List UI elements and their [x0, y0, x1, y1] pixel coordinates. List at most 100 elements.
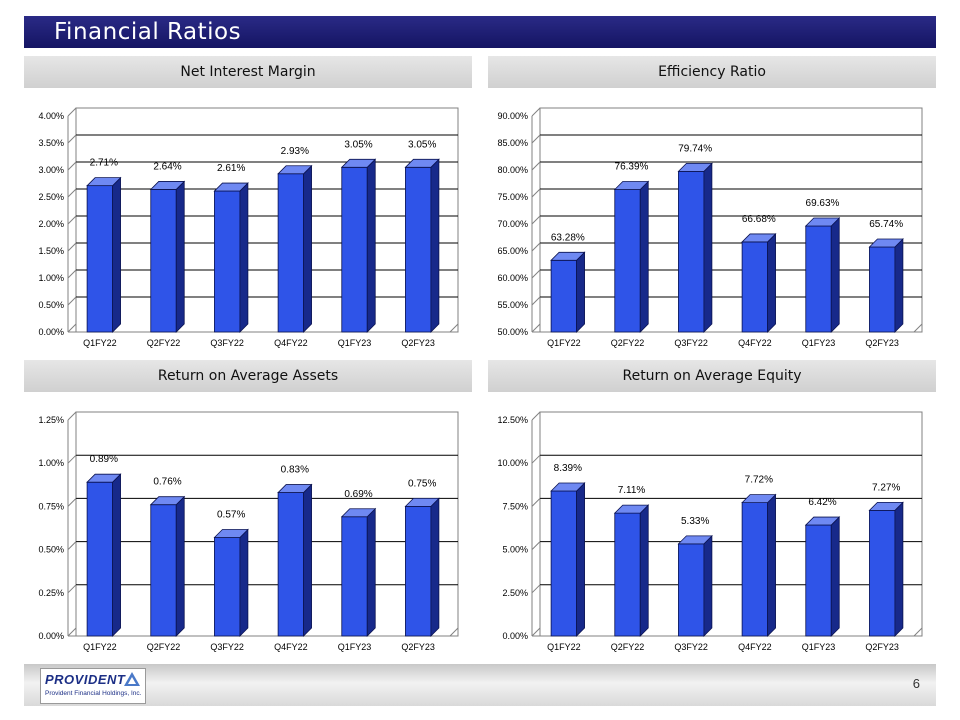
bar-side: [303, 483, 312, 637]
bar-side: [703, 534, 713, 637]
data-label: 8.39%: [554, 463, 582, 474]
bar-top: [277, 165, 313, 175]
return-on-average-assets-chart: 0.00% 0.25% 0.50% 0.75% 1.00% 1.25% 0.89% Q1FY2…: [24, 400, 472, 660]
data-label: 76.39%: [615, 161, 649, 172]
data-label: 69.63%: [806, 198, 840, 209]
x-tick-label: Q2FY22: [147, 642, 181, 652]
return-on-average-equity-chart: 0.00% 2.50% 5.00% 7.50% 10.00% 12.50% 8.39% Q1F…: [488, 400, 936, 660]
y-tick-label: 65.00%: [497, 246, 528, 256]
net-interest-margin-chart: 0.00% 0.50% 1.00% 1.50% 2.00% 2.50% 3.00% 3.50%…: [24, 96, 472, 356]
chart-header-efficiency-ratio: Efficiency Ratio: [488, 56, 936, 88]
x-tick-label: Q1FY22: [83, 338, 117, 348]
y-tick-label: 80.00%: [497, 165, 528, 175]
bar-front: [678, 543, 705, 637]
data-label: 66.68%: [742, 214, 776, 225]
bar-front: [805, 225, 832, 333]
data-label: 2.64%: [153, 161, 181, 172]
bar-front: [869, 509, 896, 637]
y-tick-label: 12.50%: [497, 415, 528, 425]
data-label: 0.83%: [281, 465, 309, 476]
bar-side: [767, 232, 776, 333]
y-tick-label: 2.00%: [38, 219, 64, 229]
bar-q1fy23: [804, 217, 841, 333]
y-tick-label: 60.00%: [497, 273, 528, 283]
x-tick-label: Q4FY22: [274, 642, 308, 652]
chart-header-return-on-average-assets: Return on Average Assets: [24, 360, 472, 392]
data-label: 0.76%: [153, 477, 181, 488]
y-tick-label: 3.00%: [38, 165, 64, 175]
y-tick-label: 1.00%: [38, 458, 64, 468]
data-label: 0.75%: [408, 478, 436, 489]
footer-bar: PROVIDENT Provident Financial Holdings, …: [24, 664, 936, 706]
data-label: 0.89%: [90, 454, 118, 465]
bar-q4fy22: [741, 493, 777, 637]
logo-triangle-icon: [124, 672, 140, 686]
company-logo: PROVIDENT Provident Financial Holdings, …: [40, 668, 146, 704]
x-tick-label: Q1FY23: [802, 642, 836, 652]
bar-side: [703, 162, 713, 333]
bar-side: [430, 158, 440, 333]
title-bar: Financial Ratios: [24, 16, 936, 48]
x-tick-label: Q4FY22: [274, 338, 308, 348]
bar-q2fy22: [149, 180, 186, 333]
y-tick-label: 2.50%: [38, 192, 64, 202]
bar-top: [404, 498, 440, 507]
bar-side: [175, 495, 185, 637]
bar-side: [366, 158, 376, 333]
bar-top: [149, 181, 186, 190]
bar-front: [150, 504, 177, 637]
x-tick-label: Q1FY23: [338, 338, 372, 348]
bar-side: [767, 493, 776, 637]
chart-header-net-interest-margin: Net Interest Margin: [24, 56, 472, 88]
bar-side: [894, 238, 904, 333]
bar-top: [86, 177, 122, 187]
bar-q1fy22: [86, 176, 122, 333]
y-tick-label: 0.50%: [38, 545, 64, 555]
x-tick-label: Q1FY23: [338, 642, 372, 652]
bar-q2fy22: [149, 495, 186, 637]
bar-q1fy22: [550, 251, 586, 333]
bar-side: [303, 164, 312, 333]
x-tick-label: Q2FY22: [611, 338, 645, 348]
bar-front: [614, 512, 641, 637]
y-tick-label: 1.00%: [38, 273, 64, 283]
bar-top: [804, 217, 841, 227]
bar-front: [277, 173, 304, 333]
bar-top: [550, 482, 586, 492]
bar-front: [341, 516, 368, 637]
x-tick-label: Q3FY22: [210, 338, 244, 348]
data-label: 5.33%: [681, 516, 709, 527]
data-label: 79.74%: [678, 143, 712, 154]
bar-side: [639, 180, 649, 333]
bar-side: [830, 516, 840, 637]
bar-q4fy22: [741, 232, 777, 333]
y-tick-label: 0.00%: [38, 327, 64, 337]
x-tick-label: Q1FY22: [547, 338, 581, 348]
bar-q2fy22: [613, 180, 650, 333]
bar-front: [550, 259, 577, 333]
bar-front: [341, 166, 368, 333]
x-tick-label: Q2FY23: [401, 642, 435, 652]
bar-front: [214, 190, 241, 333]
x-tick-label: Q2FY23: [401, 338, 435, 348]
data-label: 65.74%: [869, 219, 903, 230]
chart-title: Net Interest Margin: [180, 64, 316, 80]
bar-top: [340, 508, 377, 518]
y-tick-label: 0.25%: [38, 588, 64, 598]
bar-top: [277, 484, 313, 493]
y-tick-label: 3.50%: [38, 138, 64, 148]
bar-front: [741, 241, 768, 333]
y-tick-label: 7.50%: [502, 501, 528, 511]
x-tick-label: Q1FY23: [802, 338, 836, 348]
data-label: 0.69%: [344, 489, 372, 500]
x-tick-label: Q2FY22: [147, 338, 181, 348]
x-tick-label: Q2FY23: [865, 338, 899, 348]
bar-front: [805, 524, 832, 637]
bar-top: [213, 529, 249, 538]
plot-frame: [67, 107, 459, 333]
bar-top: [550, 251, 586, 261]
chart-title: Return on Average Equity: [622, 368, 802, 384]
bar-top: [613, 504, 650, 514]
bar-front: [405, 506, 432, 637]
bar-front: [405, 166, 432, 333]
